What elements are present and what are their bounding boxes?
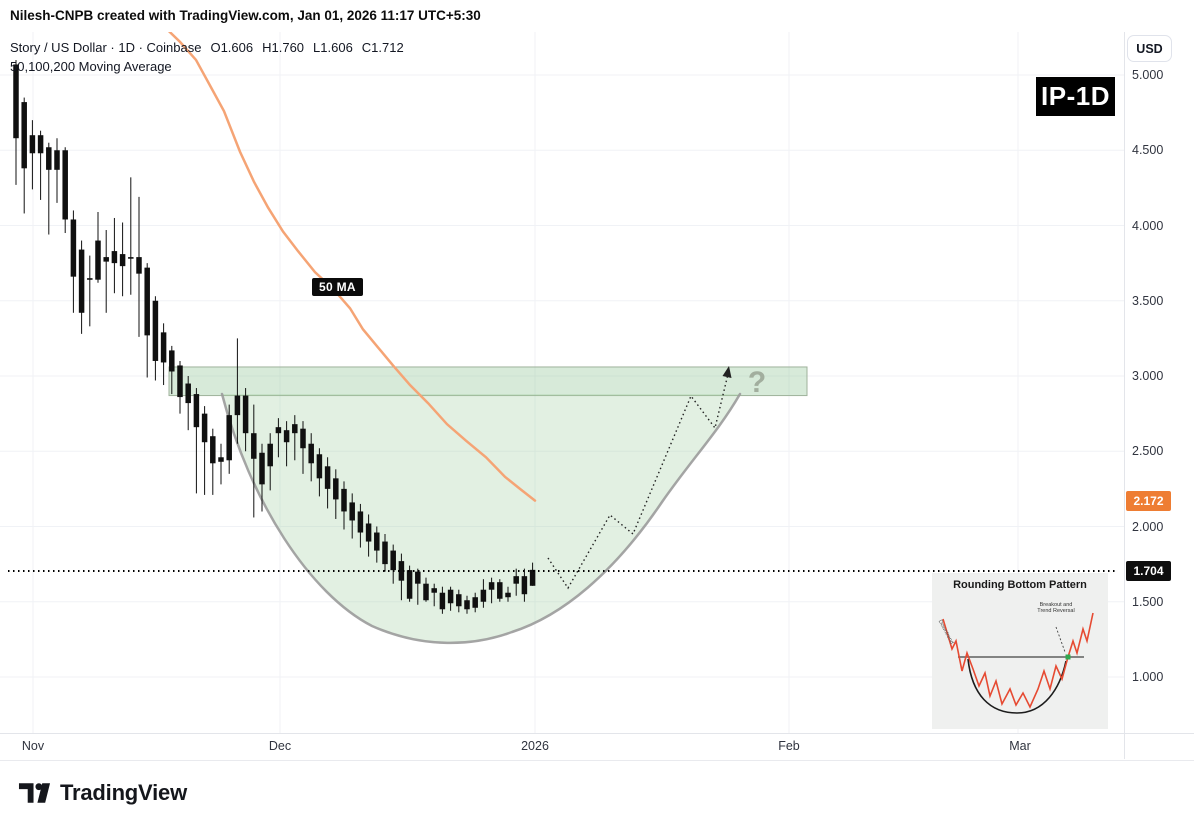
ohlc-high: H1.760 <box>262 40 305 55</box>
inset-title: Rounding Bottom Pattern <box>953 579 1087 591</box>
cup-arc <box>220 392 742 645</box>
question-mark: ? <box>748 366 766 399</box>
attribution-text: Nilesh-CNPB created with TradingView.com… <box>10 8 481 23</box>
time-tick: 2026 <box>521 739 549 753</box>
price-tick: 4.000 <box>1132 218 1164 233</box>
footer-brand: TradingView <box>18 780 187 806</box>
ma50-label: 50 MA <box>312 278 363 296</box>
price-tick: 1.000 <box>1132 670 1164 684</box>
price-tick: 3.000 <box>1132 369 1164 383</box>
inset-arc <box>967 658 1067 714</box>
symbol-legend-row[interactable]: Story / US Dollar · 1D · Coinbase O1.606 H… <box>10 38 404 57</box>
tradingview-logo-icon <box>18 783 51 803</box>
candles <box>13 59 536 614</box>
time-tick: Feb <box>778 739 800 753</box>
cup-fill <box>222 394 740 643</box>
ma50-price-badge: 2.172 <box>1126 490 1171 511</box>
tradingview-wordmark: TradingView <box>60 780 187 805</box>
ohlc-low: L1.606 <box>313 40 353 55</box>
price-tick: 4.500 <box>1132 143 1164 158</box>
price-tick: 1.500 <box>1132 594 1164 609</box>
price-tick: 5.000 <box>1132 68 1164 82</box>
time-tick: Mar <box>1009 739 1031 753</box>
symbol-title: Story / US Dollar · 1D · Coinbase <box>10 40 202 55</box>
inset-annotation-arrow <box>1055 626 1066 653</box>
currency-toggle-button[interactable]: USD <box>1127 35 1172 62</box>
time-tick: Nov <box>21 739 45 753</box>
resistance-zone <box>168 366 808 397</box>
ohlc-open: O1.606 <box>210 40 254 55</box>
chart-legend: Story / US Dollar · 1D · Coinbase O1.606 H… <box>10 38 404 76</box>
time-tick: Dec <box>268 739 292 753</box>
last-price-badge: 1.704 <box>1126 561 1171 582</box>
ohlc-close: C1.712 <box>361 40 404 55</box>
price-tick: 3.500 <box>1132 293 1164 308</box>
ma-indicator-legend-row[interactable]: 50,100,200 Moving Average <box>10 59 172 74</box>
inset-price-zigzag <box>942 612 1094 709</box>
projection-path <box>547 369 730 590</box>
inset-breakout-dot <box>1065 654 1071 660</box>
projection-arrowhead <box>722 366 732 378</box>
inset-breakout-label: Breakout and Trend Reversal <box>1037 602 1075 615</box>
rounding-bottom-diagram <box>942 612 1094 714</box>
interval-watermark: IP-1D <box>1036 77 1115 116</box>
price-tick: 2.500 <box>1132 444 1164 459</box>
price-axis-separator <box>1124 32 1125 759</box>
bottom-border <box>0 760 1194 761</box>
time-axis-separator <box>0 733 1194 734</box>
ma50-line <box>167 32 537 502</box>
pattern-inset-image: Rounding Bottom Pattern Breakout and Tre… <box>932 573 1108 729</box>
price-tick: 2.000 <box>1132 519 1164 534</box>
chart-pane[interactable]: ? Story / US Dollar · 1D · Coinbase O1.60… <box>0 32 1124 733</box>
